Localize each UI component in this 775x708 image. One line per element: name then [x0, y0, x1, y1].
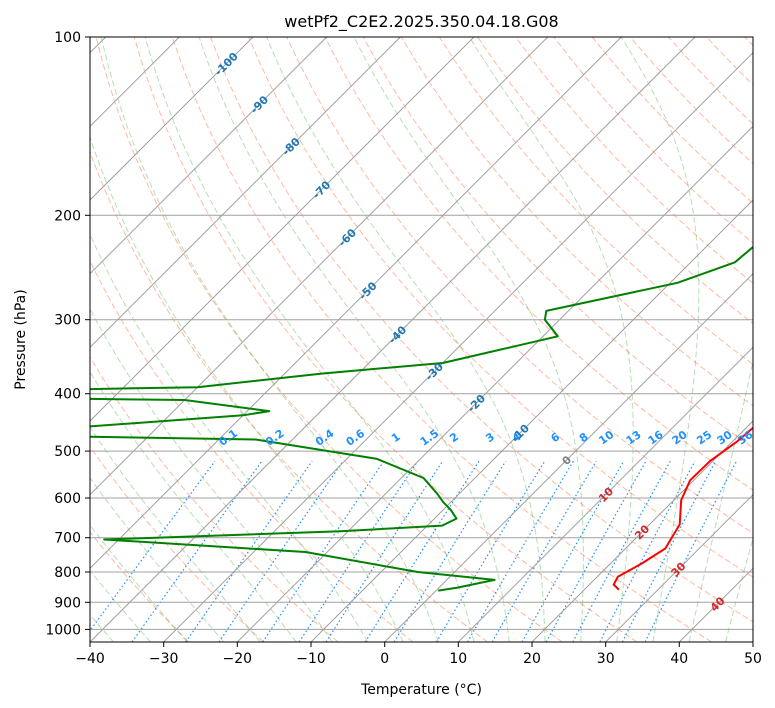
y-tick-label: 200 [54, 208, 81, 224]
temperature-profile-line [612, 426, 753, 591]
x-tick-label: 30 [597, 651, 615, 667]
dry-adiabat [90, 356, 339, 642]
moist-adiabat [266, 37, 546, 642]
mixing-ratio-line [644, 460, 738, 642]
x-tick-label: −40 [75, 651, 105, 667]
profile-series [90, 245, 753, 592]
y-tick-label: 400 [54, 387, 81, 403]
axes: −40 −30 −20 −10 0 10 20 30 40 50 100 200 300 400 500 60… [45, 30, 762, 667]
isotherm-line [90, 37, 401, 349]
mixing-ratio-line [262, 460, 385, 642]
adiabat-lines [90, 37, 753, 642]
x-tick-label: 40 [670, 651, 688, 667]
y-tick-label: 700 [54, 531, 81, 547]
mixing-ratio-line [621, 460, 717, 642]
moist-adiabat [688, 358, 753, 642]
x-tick-label: 50 [744, 651, 762, 667]
isotherm-line [90, 37, 696, 642]
x-tick-label: −30 [149, 651, 179, 667]
mixing-ratio-line [521, 460, 625, 642]
moist-adiabat [90, 135, 404, 642]
x-tick-label: 0 [380, 651, 389, 667]
isotherm-line [531, 420, 753, 642]
y-tick-label: 500 [54, 444, 81, 460]
isotherm-line [457, 346, 753, 642]
dry-adiabat [515, 37, 753, 284]
mixing-ratio-label: 36 [735, 428, 755, 448]
mixing-ratio-line [545, 460, 647, 642]
mixing-ratio-lines [90, 460, 738, 642]
mixing-ratio-line [599, 460, 696, 642]
plot-frame [89, 36, 754, 643]
dry-adiabat [90, 531, 190, 642]
mixing-ratio-line [364, 460, 480, 642]
dry-adiabat [90, 150, 488, 642]
moist-adiabat [144, 37, 475, 642]
mixing-ratio-line [90, 460, 216, 632]
mixing-ratio-line [131, 460, 263, 642]
dry-adiabat [210, 37, 753, 623]
dry-adiabat [248, 37, 753, 578]
isotherm-line [90, 37, 254, 201]
moist-adiabat [353, 37, 584, 642]
dry-adiabat [95, 37, 563, 642]
y-tick-label: 600 [54, 491, 81, 507]
isotherm-line [90, 37, 328, 275]
isotherm-line [605, 493, 753, 642]
isotherm-line [384, 272, 753, 642]
isotherm-line [163, 51, 753, 642]
mixing-ratio-line [325, 460, 444, 642]
moist-adiabat [90, 426, 261, 642]
x-tick-label: −10 [296, 651, 326, 667]
x-tick-label: 20 [523, 651, 541, 667]
dry-adiabat [438, 37, 753, 366]
y-tick-label: 800 [54, 565, 81, 581]
y-tick-label: 900 [54, 595, 81, 611]
mixing-ratio-line [572, 460, 671, 642]
y-tick-label: 1000 [45, 622, 81, 638]
moist-adiabat [100, 37, 439, 642]
x-tick-label: 10 [449, 651, 467, 667]
mixing-ratio-line [393, 460, 507, 642]
dry-adiabat [171, 37, 712, 642]
dry-adiabat [133, 37, 638, 642]
moist-adiabat [90, 569, 151, 642]
dewpoint-profile-line [90, 245, 753, 592]
chart-title: wetPf2_C2E2.2025.350.04.18.G08 [284, 12, 558, 32]
dry-adiabat [400, 37, 753, 407]
y-tick-label: 300 [54, 313, 81, 329]
moist-adiabat [90, 524, 188, 642]
x-tick-label: −20 [223, 651, 253, 667]
y-axis-label: Pressure (hPa) [13, 289, 29, 389]
isotherm-line [310, 199, 753, 642]
isotherm-line [90, 37, 475, 422]
x-axis-label: Temperature (°C) [360, 682, 482, 698]
moist-adiabat [90, 370, 297, 642]
y-tick-label: 100 [54, 30, 81, 46]
mixing-ratio-line [298, 460, 419, 642]
isotherm-line [90, 37, 549, 496]
dry-adiabat [90, 445, 264, 642]
moist-adiabat [198, 37, 510, 642]
moist-adiabat [90, 232, 369, 642]
moist-adiabat [90, 476, 225, 642]
moist-adiabat [620, 37, 700, 642]
